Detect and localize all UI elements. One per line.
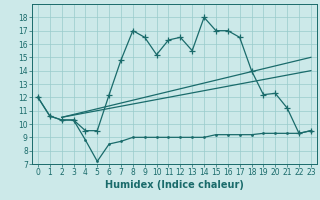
X-axis label: Humidex (Indice chaleur): Humidex (Indice chaleur) <box>105 180 244 190</box>
